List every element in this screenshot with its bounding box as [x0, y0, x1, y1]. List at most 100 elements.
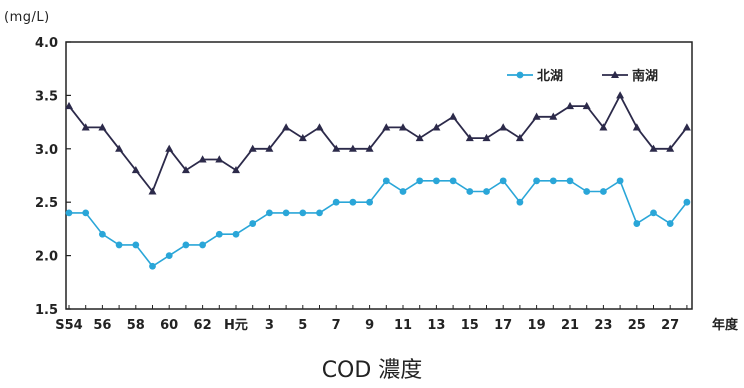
- series-north-lake: [65, 177, 691, 270]
- data-point: [115, 144, 124, 152]
- data-point: [65, 209, 73, 217]
- data-point: [265, 144, 274, 152]
- legend: 北湖 南湖: [507, 68, 658, 84]
- x-tick-label: 62: [194, 318, 212, 333]
- data-point: [449, 177, 457, 185]
- data-point: [115, 241, 123, 249]
- data-point: [266, 209, 273, 217]
- y-tick-label: 3.5: [35, 89, 58, 104]
- data-point: [282, 123, 291, 131]
- series-line: [68, 93, 688, 194]
- data-point: [349, 198, 357, 206]
- data-point: [583, 188, 591, 195]
- data-point: [65, 101, 73, 110]
- data-point: [582, 101, 591, 110]
- data-point: [483, 188, 490, 195]
- x-tick-label: 5: [298, 318, 307, 333]
- data-point: [399, 123, 407, 131]
- data-point: [316, 209, 323, 217]
- data-point: [466, 188, 474, 195]
- data-point: [465, 133, 474, 142]
- data-point: [232, 165, 240, 174]
- data-point: [299, 209, 307, 217]
- y-axis: 4.0 3.5 3.0 2.5 2.0 1.5: [35, 36, 71, 318]
- data-point: [332, 144, 341, 152]
- data-point: [549, 112, 558, 120]
- data-point: [298, 133, 307, 142]
- x-tick-label: 19: [528, 318, 546, 333]
- x-tick-label: 58: [127, 318, 145, 333]
- data-point: [499, 177, 507, 185]
- data-point: [248, 144, 257, 152]
- x-axis-unit-label: 年度: [712, 317, 739, 333]
- legend-label: 北湖: [537, 69, 563, 84]
- data-point: [332, 198, 340, 206]
- data-point: [149, 262, 156, 270]
- data-point: [348, 144, 357, 152]
- data-point: [682, 123, 691, 131]
- x-tick-label: 9: [365, 318, 374, 333]
- data-point: [165, 252, 173, 259]
- x-tick-label: S54: [55, 318, 82, 333]
- legend-marker: [516, 71, 524, 79]
- data-point: [415, 133, 424, 142]
- data-point: [683, 198, 691, 206]
- data-point: [600, 188, 607, 195]
- data-point: [616, 177, 624, 185]
- data-point: [650, 209, 657, 217]
- data-point: [632, 123, 641, 131]
- chart: 4.0 3.5 3.0 2.5 2.0 1.5 S54 56 58 60 62 H元 3 5 7 9 11 13…: [35, 36, 739, 333]
- data-point: [315, 123, 324, 131]
- data-point: [132, 241, 140, 249]
- x-tick-label: 3: [265, 318, 274, 333]
- data-point: [365, 144, 374, 152]
- data-point: [182, 241, 190, 249]
- data-point: [199, 241, 207, 249]
- series-layer: [65, 91, 691, 270]
- y-tick-label: 2.5: [35, 196, 58, 211]
- y-tick-label: 3.0: [35, 143, 58, 158]
- data-point: [532, 112, 541, 120]
- data-point: [198, 155, 207, 163]
- x-tick-label: 13: [427, 318, 445, 333]
- chart-caption: COD 濃度: [321, 358, 423, 383]
- data-point: [515, 133, 524, 142]
- data-point: [232, 230, 240, 238]
- x-tick-label: 27: [661, 318, 679, 333]
- data-point: [99, 230, 106, 238]
- y-axis-unit-label: (mg/L): [4, 10, 50, 25]
- data-point: [131, 165, 140, 174]
- data-point: [566, 177, 574, 185]
- data-point: [633, 220, 641, 227]
- data-point: [215, 155, 224, 163]
- data-point: [549, 177, 557, 185]
- data-point: [449, 112, 458, 120]
- data-point: [98, 123, 107, 131]
- x-axis: S54 56 58 60 62 H元 3 5 7 9 11 13 15 17 19 21 23 25 27: [55, 305, 688, 333]
- data-point: [416, 177, 424, 185]
- series-line: [69, 179, 688, 268]
- x-tick-label: 11: [394, 318, 412, 333]
- x-tick-label: 17: [494, 318, 512, 333]
- x-tick-label: 7: [332, 318, 341, 333]
- data-point: [666, 220, 674, 227]
- y-tick-label: 2.0: [35, 250, 58, 265]
- data-point: [566, 101, 574, 110]
- data-point: [432, 123, 441, 131]
- data-point: [482, 133, 491, 142]
- data-point: [181, 165, 190, 174]
- x-tick-label: 21: [561, 318, 579, 333]
- data-point: [165, 144, 174, 152]
- data-point: [499, 123, 508, 131]
- data-point: [533, 177, 540, 185]
- data-point: [249, 220, 257, 227]
- data-point: [599, 123, 608, 131]
- data-point: [666, 144, 675, 152]
- x-tick-label: 60: [160, 318, 178, 333]
- y-tick-label: 4.0: [35, 36, 58, 51]
- legend-label: 南湖: [632, 68, 658, 84]
- x-tick-label: 15: [461, 318, 479, 333]
- data-point: [81, 123, 90, 131]
- x-tick-label: 25: [628, 318, 646, 333]
- data-point: [215, 230, 223, 238]
